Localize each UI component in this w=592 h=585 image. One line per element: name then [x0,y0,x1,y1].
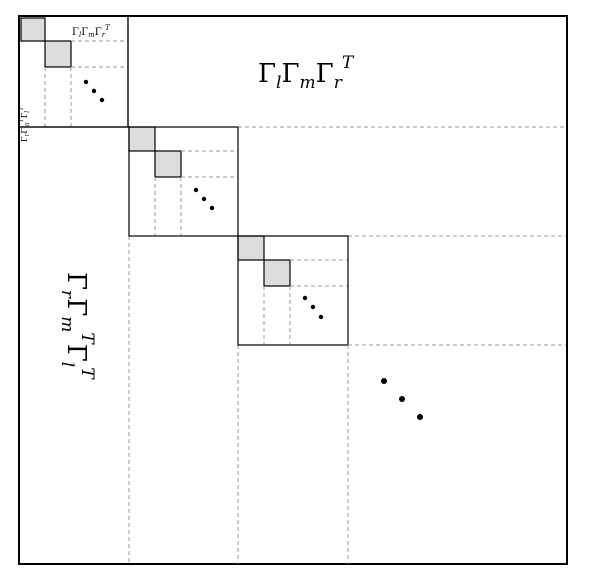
diag-cell-1b [155,151,181,177]
ellipsis-dot [210,206,214,210]
ellipsis-dot [399,396,405,402]
ellipsis-dot [417,414,423,420]
diag-cell-0a [21,18,45,41]
ellipsis-dot [381,378,387,384]
ellipsis-dot [311,305,315,309]
ellipsis-dot [303,296,307,300]
ellipsis-dot [92,89,96,93]
diag-cell-2b [264,260,290,286]
ellipsis-dot [319,315,323,319]
diag-cell-0b [45,41,71,67]
ellipsis-dot [100,98,104,102]
ellipsis-dot [84,80,88,84]
ellipsis-dot [194,188,198,192]
diag-cell-2a [238,236,264,260]
ellipsis-dot [202,197,206,201]
diag-cell-1a [129,127,155,151]
